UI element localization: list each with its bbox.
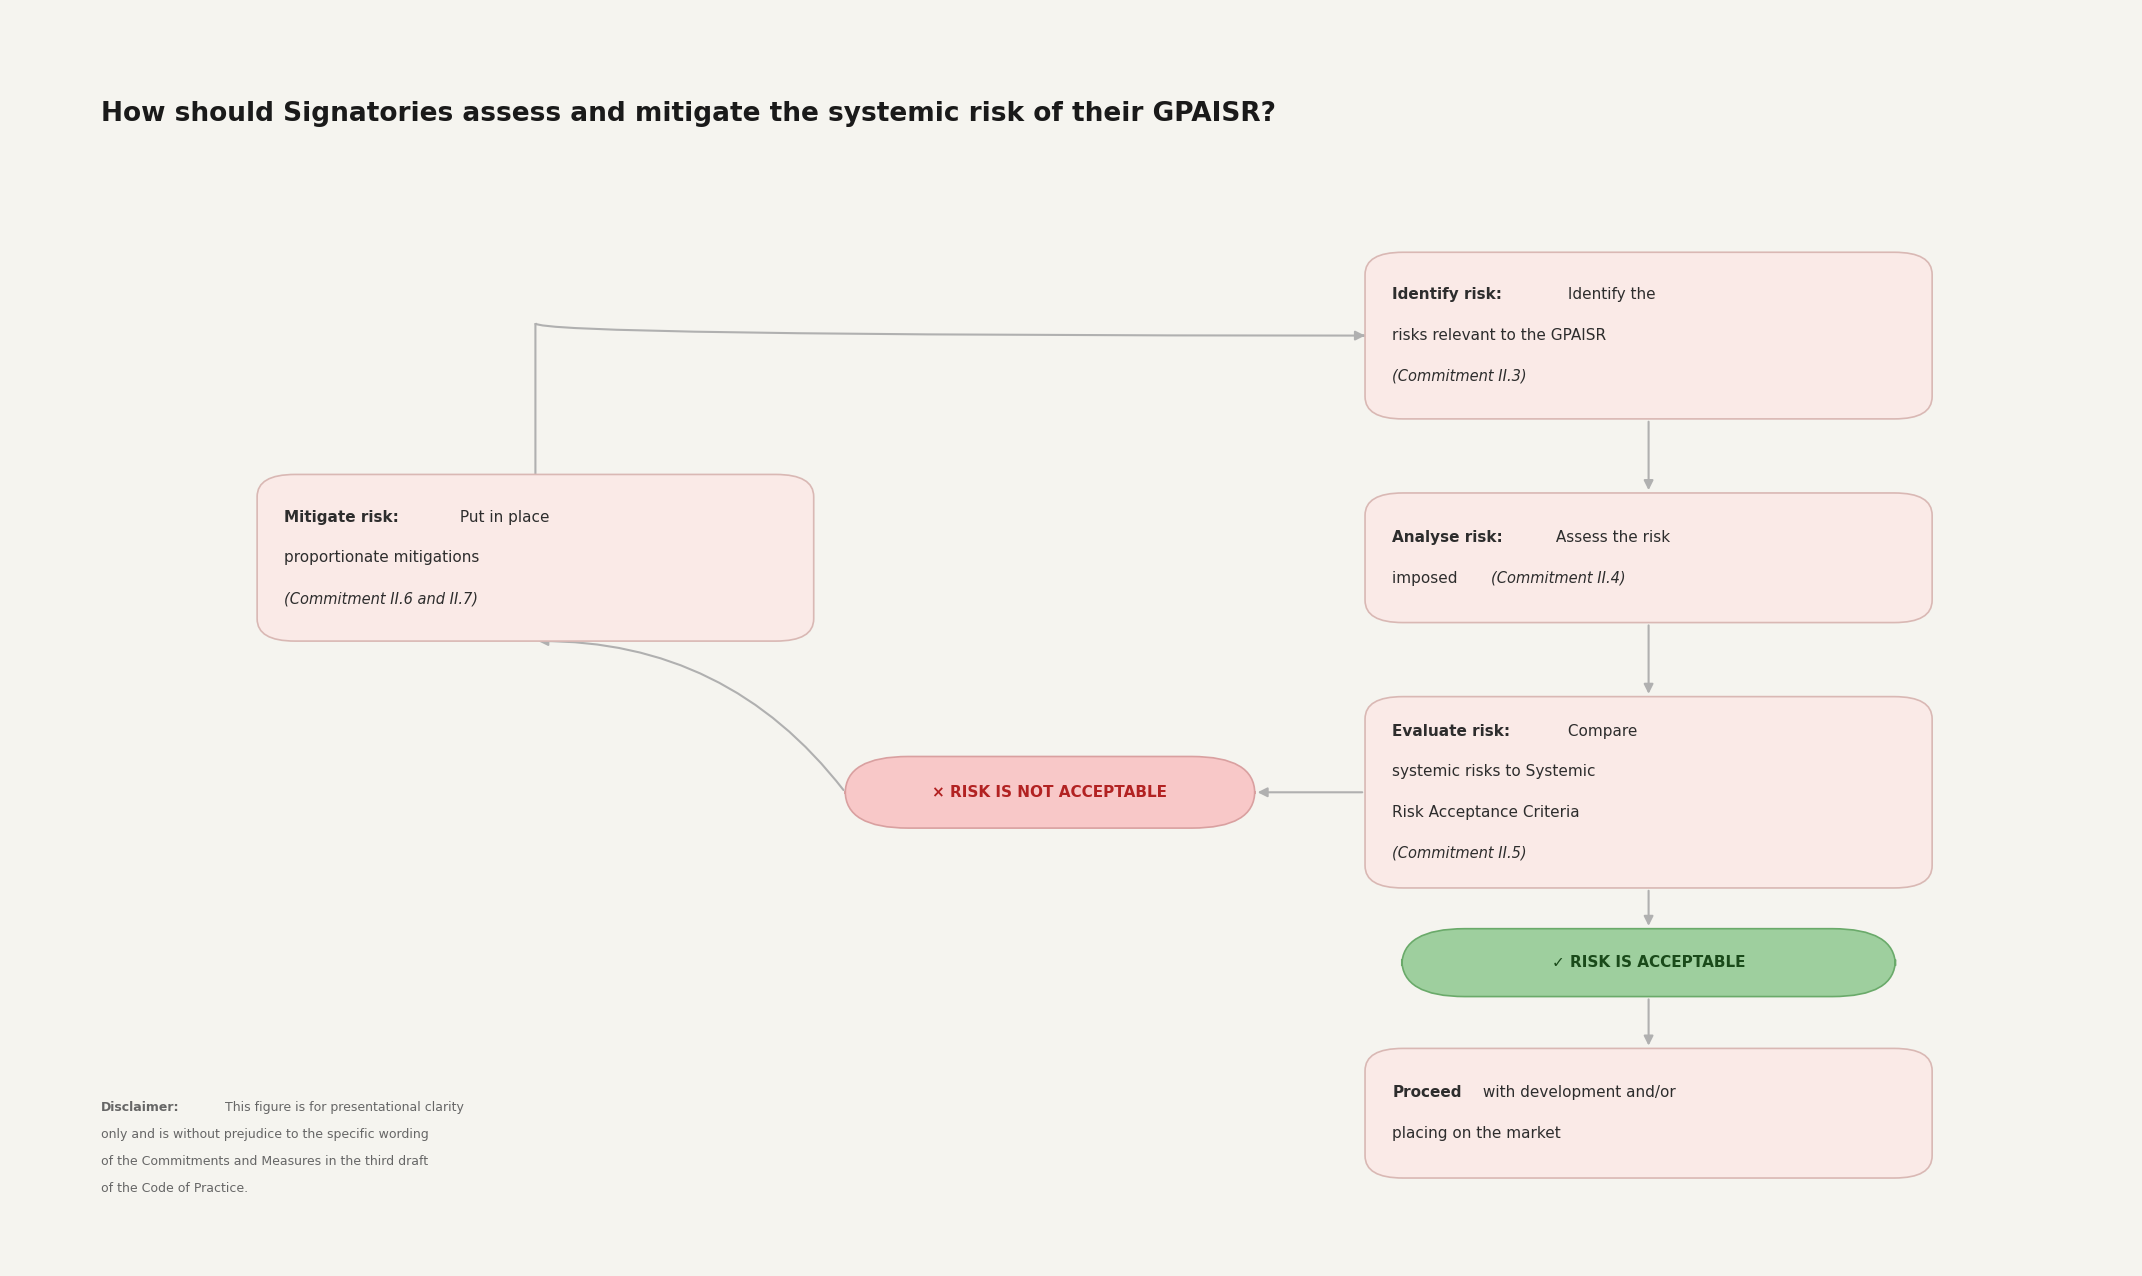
Text: How should Signatories assess and mitigate the systemic risk of their GPAISR?: How should Signatories assess and mitiga… [101, 101, 1277, 128]
Text: of the Commitments and Measures in the third draft: of the Commitments and Measures in the t… [101, 1155, 428, 1169]
FancyBboxPatch shape [1364, 697, 1932, 888]
Text: This figure is for presentational clarity: This figure is for presentational clarit… [221, 1101, 463, 1114]
Text: Put in place: Put in place [454, 509, 550, 524]
Text: Evaluate risk:: Evaluate risk: [1392, 723, 1510, 739]
Text: Disclaimer:: Disclaimer: [101, 1101, 180, 1114]
Text: (Commitment II.4): (Commitment II.4) [1491, 570, 1626, 586]
FancyBboxPatch shape [1364, 493, 1932, 623]
Text: with development and/or: with development and/or [1478, 1086, 1675, 1100]
Text: Compare: Compare [1564, 723, 1636, 739]
FancyBboxPatch shape [846, 757, 1255, 828]
Text: systemic risks to Systemic: systemic risks to Systemic [1392, 764, 1596, 780]
Text: × RISK IS NOT ACCEPTABLE: × RISK IS NOT ACCEPTABLE [932, 785, 1167, 800]
Text: Risk Acceptance Criteria: Risk Acceptance Criteria [1392, 805, 1581, 820]
Text: (Commitment II.5): (Commitment II.5) [1392, 846, 1527, 861]
FancyBboxPatch shape [1401, 929, 1896, 997]
Text: Analyse risk:: Analyse risk: [1392, 530, 1504, 545]
FancyBboxPatch shape [257, 475, 814, 641]
Text: placing on the market: placing on the market [1392, 1127, 1562, 1141]
Text: Assess the risk: Assess the risk [1551, 530, 1671, 545]
Text: only and is without prejudice to the specific wording: only and is without prejudice to the spe… [101, 1128, 428, 1141]
Text: Identify risk:: Identify risk: [1392, 287, 1502, 302]
Text: Proceed: Proceed [1392, 1086, 1461, 1100]
Text: of the Code of Practice.: of the Code of Practice. [101, 1183, 248, 1196]
Text: (Commitment II.3): (Commitment II.3) [1392, 369, 1527, 384]
Text: proportionate mitigations: proportionate mitigations [285, 550, 480, 565]
FancyBboxPatch shape [1364, 1049, 1932, 1178]
Text: ✓ RISK IS ACCEPTABLE: ✓ RISK IS ACCEPTABLE [1551, 956, 1746, 970]
Text: (Commitment II.6 and II.7): (Commitment II.6 and II.7) [285, 591, 478, 606]
Text: risks relevant to the GPAISR: risks relevant to the GPAISR [1392, 328, 1606, 343]
Text: Identify the: Identify the [1564, 287, 1656, 302]
FancyBboxPatch shape [1364, 253, 1932, 419]
Text: Mitigate risk:: Mitigate risk: [285, 509, 398, 524]
Text: imposed: imposed [1392, 570, 1467, 586]
